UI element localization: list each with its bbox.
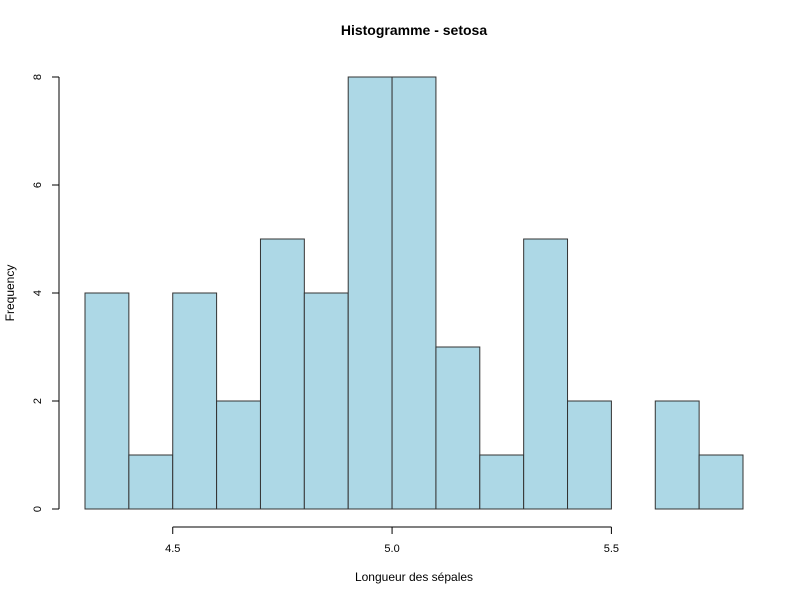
histogram-bar (391, 76, 437, 510)
histogram-bar (567, 400, 612, 510)
histogram-bar (84, 292, 130, 510)
x-tick-label: 4.5 (165, 543, 180, 555)
y-tick-label: 4 (32, 290, 44, 296)
y-axis: 0 2 4 6 8 (32, 74, 60, 512)
x-tick-label: 5.5 (604, 543, 619, 555)
y-tick-label: 6 (32, 182, 44, 188)
histogram-bar (347, 76, 393, 510)
histogram-bar (216, 400, 261, 510)
histogram-bar (259, 238, 305, 510)
y-tick-label: 0 (32, 506, 44, 512)
histogram-bar (698, 454, 744, 510)
x-axis: 4.5 5.0 5.5 (165, 526, 619, 555)
y-tick-label: 2 (32, 398, 44, 404)
bars-group (84, 76, 744, 510)
x-tick-label: 5.0 (384, 543, 399, 555)
histogram-bar (523, 238, 569, 510)
histogram-bar (128, 454, 174, 510)
histogram-bar (654, 400, 700, 510)
histogram-bar (172, 292, 218, 510)
histogram-bar (479, 454, 525, 510)
x-axis-label: Longueur des sépales (355, 570, 473, 584)
histogram-bar (303, 292, 349, 510)
chart-title: Histogramme - setosa (341, 22, 487, 38)
histogram-bar (435, 346, 481, 510)
y-tick-label: 8 (32, 74, 44, 80)
y-axis-label: Frequency (3, 265, 17, 322)
